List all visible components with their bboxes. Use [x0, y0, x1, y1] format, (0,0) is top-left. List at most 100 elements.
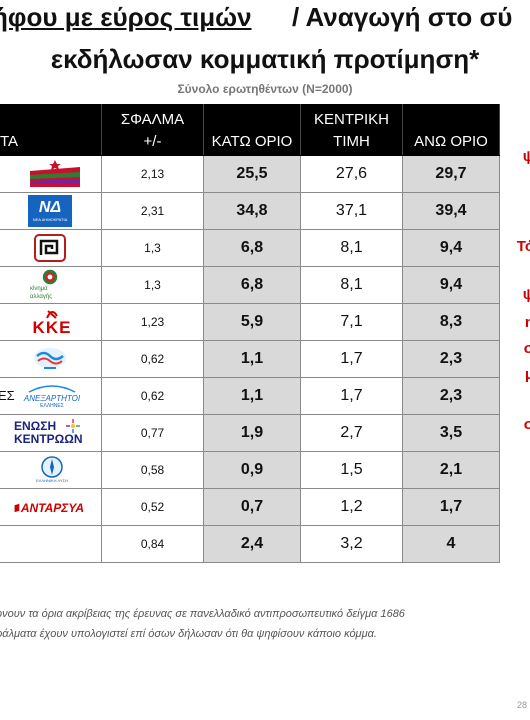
flag-logo-icon: [14, 503, 20, 513]
ek-logo-text: ΕΝΩΣΗ: [14, 419, 57, 433]
error-cell: 0,62: [101, 377, 204, 415]
header-central-line1: ΚΕΝΤΡΙΚΗ: [313, 111, 389, 128]
potami-logo: [30, 346, 70, 372]
central-cell: 1,7: [300, 377, 403, 415]
low-cell: 0,7: [203, 488, 301, 526]
high-cell: 2,1: [402, 451, 500, 489]
footnote-line2: ράλματα έχουν υπολογιστεί επί όσων δήλωσ…: [0, 628, 377, 640]
hammer-sickle-icon: [46, 309, 58, 319]
antarsya-logo-text: ΑΝΤΑΡΣΥΑ: [20, 501, 84, 515]
header-party-label: ΤΑ: [0, 133, 19, 150]
table-row: ΕΛΛΗΝΙΚΗ ΛΥΣΗ 0,58 0,9 1,5 2,1: [0, 451, 500, 489]
error-cell: 2,31: [101, 192, 204, 230]
wave-logo-icon: [34, 348, 66, 369]
low-cell: 5,9: [203, 303, 301, 341]
high-cell: 2,3: [402, 340, 500, 378]
party-cell: [0, 229, 102, 267]
table-row: 0,62 1,1 1,7 2,3: [0, 340, 500, 378]
header-central: ΚΕΝΤΡΙΚΗ ΤΙΜΗ: [300, 104, 403, 156]
header-error-line2: +/-: [143, 133, 162, 150]
footnote-line1: ονουν τα όρια ακρίβειας της έρευνας σε π…: [0, 608, 405, 620]
low-cell: 1,1: [203, 377, 301, 415]
high-cell: 8,3: [402, 303, 500, 341]
high-cell: 4: [402, 525, 500, 563]
header-error: ΣΦΑΛΜΑ +/-: [101, 104, 204, 156]
low-cell: 6,8: [203, 266, 301, 304]
table-row: ΚΚΕ 1,23 5,9 7,1 8,3: [0, 303, 500, 341]
high-cell: 9,4: [402, 266, 500, 304]
side-text-fragment: σ: [523, 416, 530, 433]
table-row: ΕΣ ΑΝΕΞΑΡΤΗΤΟΙ ΕΛΛΗΝΕΣ 0,62 1,1 1,7 2,3: [0, 377, 500, 415]
low-cell: 0,9: [203, 451, 301, 489]
error-cell: 0,84: [101, 525, 204, 563]
compass-logo-icon: [41, 456, 63, 478]
central-cell: 1,5: [300, 451, 403, 489]
high-cell: 2,3: [402, 377, 500, 415]
high-cell: 29,7: [402, 155, 500, 193]
anel-logo-icon: [28, 384, 76, 393]
party-cell: ΝΔ ΝΕΑ ΔΗΜΟΚΡΑΤΙΑ: [0, 192, 102, 230]
kinal-logo-text: κίνημα αλλαγής: [30, 286, 53, 300]
ea-logo: ΕΛΛΗΝΙΚΗ ΛΥΣΗ: [32, 454, 72, 486]
low-cell: 2,4: [203, 525, 301, 563]
side-text-fragment: η: [524, 314, 530, 331]
table-row: κίνημα αλλαγής 1,3 6,8 8,1 9,4: [0, 266, 500, 304]
ea-logo-text: ΕΛΛΗΝΙΚΗ ΛΥΣΗ: [36, 478, 68, 483]
side-text-fragment: ψ: [522, 286, 530, 303]
party-cell: [0, 525, 102, 563]
header-party: ΤΑ: [0, 104, 102, 156]
results-table: ΤΑ ΣΦΑΛΜΑ +/- ΚΑΤΩ ΟΡΙΟ ΚΕΝΤΡΙΚΗ ΤΙΜΗ ΑΝΩ …: [0, 104, 500, 563]
table-row: ΕΝΩΣΗ ΚΕΝΤΡΩΩΝ 0,77 1,9 2,7 3,5: [0, 414, 500, 452]
nd-logo-text: ΝΔ: [38, 199, 62, 216]
error-cell: 1,3: [101, 229, 204, 267]
header-central-line2: ΤΙΜΗ: [333, 133, 370, 150]
side-text-fragment: Τό: [516, 238, 530, 255]
anel-logo-subtext: ΕΛΛΗΝΕΣ: [40, 402, 64, 409]
table-row: 0,84 2,4 3,2 4: [0, 525, 500, 563]
syriza-logo: [26, 159, 84, 189]
central-cell: 1,2: [300, 488, 403, 526]
low-cell: 1,1: [203, 340, 301, 378]
party-cell: ΕΣ ΑΝΕΞΑΡΤΗΤΟΙ ΕΛΛΗΝΕΣ: [0, 377, 102, 415]
party-cell: ΕΝΩΣΗ ΚΕΝΤΡΩΩΝ: [0, 414, 102, 452]
nd-logo-subtext: ΝΕΑ ΔΗΜΟΚΡΑΤΙΑ: [32, 217, 68, 222]
party-cell: [0, 155, 102, 193]
side-text-fragment: μ: [524, 366, 530, 383]
party-cell: κίνημα αλλαγής: [0, 266, 102, 304]
kke-logo: ΚΚΕ: [30, 307, 74, 337]
error-cell: 2,13: [101, 155, 204, 193]
high-cell: 39,4: [402, 192, 500, 230]
central-cell: 8,1: [300, 266, 403, 304]
table-row: ΑΝΤΑΡΣΥΑ 0,52 0,7 1,2 1,7: [0, 488, 500, 526]
party-cell: [0, 340, 102, 378]
low-cell: 34,8: [203, 192, 301, 230]
side-text-fragment: σ: [523, 340, 530, 357]
kinal-logo-icon: [42, 269, 58, 285]
central-cell: 1,7: [300, 340, 403, 378]
date-fragment: 28 Ν: [516, 700, 530, 710]
title-underlined-part: ήφου με εύρος τιμών: [0, 2, 252, 32]
nd-logo: ΝΔ ΝΕΑ ΔΗΜΟΚΡΑΤΙΑ: [28, 195, 72, 227]
ek-logo: ΕΝΩΣΗ ΚΕΝΤΡΩΩΝ: [14, 418, 84, 448]
central-cell: 8,1: [300, 229, 403, 267]
page-subtitle: Σύνολο ερωτηθέντων (Ν=2000): [177, 82, 353, 96]
syriza-logo-icon: [30, 160, 80, 187]
high-cell: 9,4: [402, 229, 500, 267]
page-title-line1: ήφου με εύρος τιμών / Αναγωγή στο σύ: [0, 0, 530, 36]
star-logo-icon: [66, 419, 80, 433]
low-cell: 25,5: [203, 155, 301, 193]
party-cell: ΚΚΕ: [0, 303, 102, 341]
anel-logo: ΑΝΕΞΑΡΤΗΤΟΙ ΕΛΛΗΝΕΣ: [24, 382, 80, 410]
xa-logo: [34, 234, 66, 262]
page-title-line2: εκδήλωσαν κομματική προτίμηση*: [50, 44, 480, 74]
high-cell: 1,7: [402, 488, 500, 526]
high-cell: 3,5: [402, 414, 500, 452]
meander-logo-icon: [34, 234, 66, 262]
table-row: 2,13 25,5 27,6 29,7: [0, 155, 500, 193]
side-text-fragment: ψ: [522, 148, 530, 165]
low-cell: 6,8: [203, 229, 301, 267]
central-cell: 37,1: [300, 192, 403, 230]
anel-logo-text: ΑΝΕΞΑΡΤΗΤΟΙ: [23, 393, 81, 403]
error-cell: 0,77: [101, 414, 204, 452]
error-cell: 0,58: [101, 451, 204, 489]
